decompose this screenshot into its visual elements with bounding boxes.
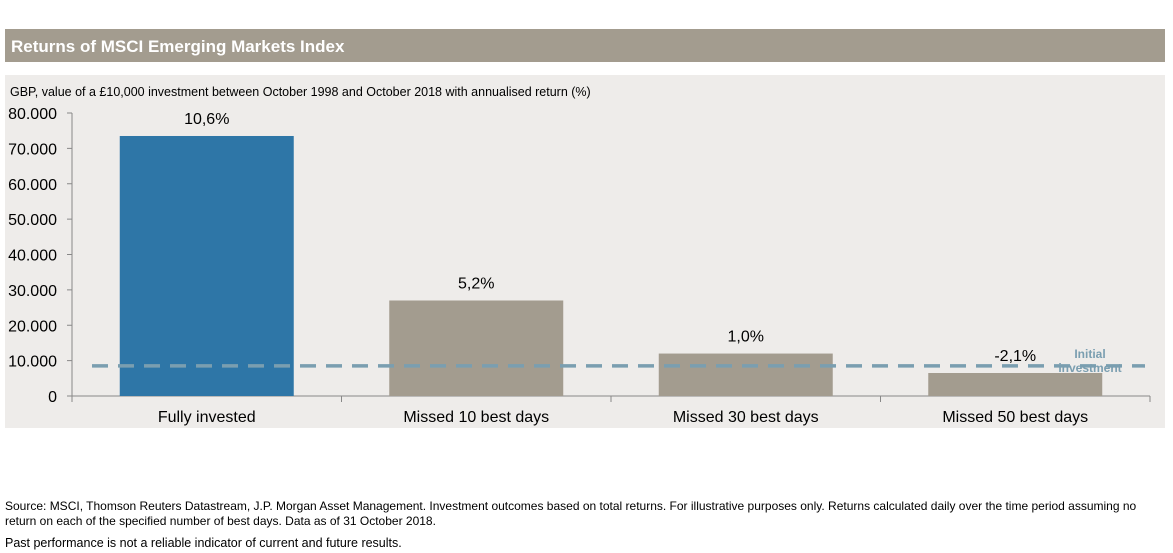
y-tick-label: 50.000 xyxy=(8,212,57,229)
y-tick-label: 40.000 xyxy=(8,248,57,265)
y-tick-label: 80.000 xyxy=(8,106,57,123)
y-tick-label: 70.000 xyxy=(8,141,57,158)
category-label: Missed 30 best days xyxy=(673,409,819,426)
y-tick-label: 10.000 xyxy=(8,354,57,371)
category-label: Fully invested xyxy=(158,409,256,426)
y-tick-label: 20.000 xyxy=(8,318,57,335)
category-label: Missed 10 best days xyxy=(403,409,549,426)
reference-line-label: investment xyxy=(1058,361,1121,375)
data-label: -2,1% xyxy=(994,348,1036,365)
bar xyxy=(928,373,1103,396)
bar xyxy=(119,135,294,396)
chart-title: Returns of MSCI Emerging Markets Index xyxy=(11,37,345,56)
chart-header-bar: Returns of MSCI Emerging Markets Index xyxy=(5,29,1165,62)
reference-line-label: Initial xyxy=(1074,347,1105,361)
chart-subtitle: GBP, value of a £10,000 investment betwe… xyxy=(10,85,591,99)
bar xyxy=(658,353,833,396)
bar xyxy=(389,300,564,396)
y-tick-label: 60.000 xyxy=(8,177,57,194)
performance-disclaimer: Past performance is not a reliable indic… xyxy=(5,536,402,550)
data-label: 1,0% xyxy=(728,329,764,346)
data-label: 10,6% xyxy=(184,111,229,128)
data-label: 5,2% xyxy=(458,275,494,292)
y-tick-label: 30.000 xyxy=(8,283,57,300)
category-label: Missed 50 best days xyxy=(942,409,1088,426)
y-tick-label: 0 xyxy=(48,389,57,406)
source-footnote: Source: MSCI, Thomson Reuters Datastream… xyxy=(5,499,1137,528)
